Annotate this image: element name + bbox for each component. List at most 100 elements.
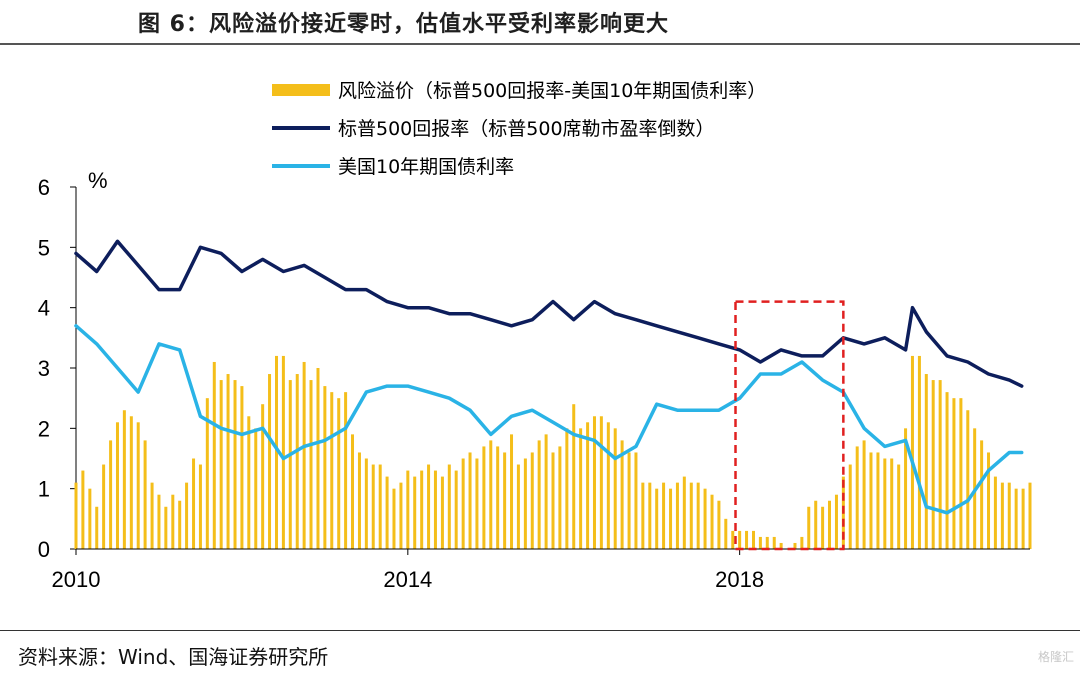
- premium-bar: [350, 434, 354, 549]
- premium-bar: [371, 464, 375, 549]
- premium-bar: [634, 452, 638, 549]
- premium-bar: [544, 434, 548, 549]
- premium-bar: [240, 386, 244, 549]
- premium-bar: [682, 476, 686, 549]
- premium-bar: [378, 464, 382, 549]
- premium-bar: [212, 361, 216, 549]
- premium-bar: [862, 440, 866, 549]
- premium-bar: [344, 392, 348, 549]
- premium-bar: [703, 488, 707, 549]
- y-tick-label: 0: [38, 537, 50, 562]
- premium-bar: [641, 482, 645, 549]
- premium-bar: [309, 380, 313, 549]
- premium-bar: [579, 428, 583, 549]
- premium-bar: [143, 440, 147, 549]
- premium-bar: [551, 452, 555, 549]
- premium-bar: [136, 422, 140, 549]
- premium-bar: [537, 440, 541, 549]
- premium-bar: [800, 536, 804, 549]
- premium-bar: [883, 458, 887, 549]
- premium-bar: [952, 398, 956, 549]
- premium-bar: [295, 374, 299, 549]
- premium-bar: [910, 355, 914, 549]
- title-divider: [0, 43, 1080, 45]
- premium-bar: [185, 482, 189, 549]
- premium-bar: [115, 422, 119, 549]
- premium-bar: [164, 506, 168, 549]
- premium-bar: [1014, 488, 1018, 549]
- premium-bar: [482, 446, 486, 549]
- premium-bar: [834, 494, 838, 549]
- premium-bar: [966, 410, 970, 549]
- premium-bar: [613, 428, 617, 549]
- premium-bar: [427, 464, 431, 549]
- premium-bar: [752, 530, 756, 549]
- premium-bar: [364, 458, 368, 549]
- premium-bar: [731, 530, 735, 549]
- premium-bar: [406, 470, 410, 549]
- premium-bar: [738, 530, 742, 549]
- premium-bar: [710, 494, 714, 549]
- premium-bar: [586, 422, 590, 549]
- premium-bar: [81, 470, 85, 549]
- premium-bar: [904, 428, 908, 549]
- premium-bar: [1007, 482, 1011, 549]
- premium-bar: [275, 355, 279, 549]
- premium-bar: [530, 452, 534, 549]
- source-note: 资料来源：Wind、国海证券研究所: [18, 645, 329, 669]
- premium-bar: [627, 452, 631, 549]
- legend-label: 风险溢价（标普500回报率-美国10年期国债利率）: [338, 80, 766, 102]
- premium-bar: [254, 428, 258, 549]
- premium-bar: [938, 380, 942, 549]
- premium-bar: [993, 476, 997, 549]
- premium-bar: [357, 452, 361, 549]
- premium-bar: [330, 392, 334, 549]
- premium-bar: [931, 380, 935, 549]
- premium-bar: [758, 536, 762, 549]
- premium-bar: [74, 482, 78, 549]
- premium-bar: [675, 482, 679, 549]
- premium-bar: [288, 380, 292, 549]
- x-tick-label: 2010: [52, 567, 101, 592]
- watermark: 格隆汇: [1037, 650, 1074, 664]
- premium-bar: [268, 374, 272, 549]
- premium-bar: [821, 506, 825, 549]
- chart-title: 图 6：风险溢价接近零时，估值水平受利率影响更大: [138, 12, 669, 37]
- premium-bar: [793, 542, 797, 549]
- premium-bar: [447, 464, 451, 549]
- premium-bar: [302, 361, 306, 549]
- legend-label: 美国10年期国债利率: [338, 156, 514, 178]
- premium-bar: [1000, 482, 1004, 549]
- premium-bar: [461, 458, 465, 549]
- highlight-box: [734, 300, 845, 551]
- premium-bar: [987, 452, 991, 549]
- premium-bar: [178, 500, 182, 549]
- y-tick-label: 4: [38, 296, 50, 321]
- premium-bar: [599, 416, 603, 549]
- premium-bar: [433, 470, 437, 549]
- premium-bar: [192, 458, 196, 549]
- premium-bar: [648, 482, 652, 549]
- premium-bar: [129, 416, 133, 549]
- plot-area: 0 1 2 3 4 5 6 % 2010 2014 2018: [38, 168, 1032, 592]
- premium-bar: [696, 482, 700, 549]
- premium-bar: [198, 464, 202, 549]
- premium-bar: [157, 494, 161, 549]
- premium-bar: [924, 374, 928, 549]
- y-tick-label: 3: [38, 356, 50, 381]
- legend-label: 标普500回报率（标普500席勒市盈率倒数）: [338, 118, 715, 140]
- premium-bar: [392, 488, 396, 549]
- premium-bar: [745, 530, 749, 549]
- premium-bar: [226, 374, 230, 549]
- legend: 风险溢价（标普500回报率-美国10年期国债利率） 标普500回报率（标普500席…: [272, 80, 766, 178]
- premium-bar: [523, 458, 527, 549]
- premium-bar: [890, 458, 894, 549]
- premium-bar: [855, 446, 859, 549]
- premium-bar: [655, 488, 659, 549]
- legend-swatch-premium: [272, 84, 330, 96]
- premium-bar: [516, 464, 520, 549]
- premium-bar: [917, 355, 921, 549]
- premium-bar: [779, 542, 783, 549]
- premium-bar: [848, 464, 852, 549]
- treasury-yield-line: [74, 324, 1024, 515]
